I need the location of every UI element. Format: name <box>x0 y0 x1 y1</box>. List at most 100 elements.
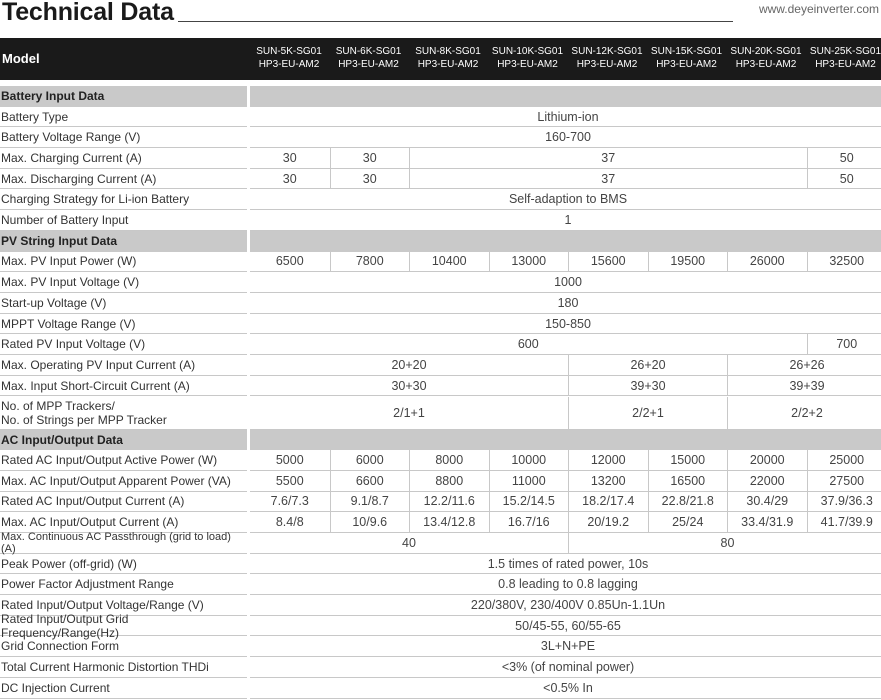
table-cell: 3L+N+PE <box>250 637 881 658</box>
row-values: 1 <box>250 210 881 231</box>
table-row: Rated Input/Output Grid Frequency/Range(… <box>0 612 881 640</box>
table-cell: Self-adaption to BMS <box>250 190 881 211</box>
section-header-row: AC Input/Output Data <box>0 429 881 451</box>
row-label: Max. PV Input Power (W) <box>0 252 247 273</box>
row-label: Max. Discharging Current (A) <box>0 169 247 190</box>
row-label: Max. Charging Current (A) <box>0 148 247 169</box>
table-row: Total Current Harmonic Distortion THDi <3… <box>0 657 881 678</box>
table-cell: 33.4/31.9 <box>727 512 807 533</box>
section-band <box>250 86 881 107</box>
table-cell: 37.9/36.3 <box>806 491 881 513</box>
row-label: Rated PV Input Voltage (V) <box>0 334 247 356</box>
table-row: Rated AC Input/Output Current (A) 7.6/7.3… <box>0 491 881 513</box>
table-cell: <3% (of nominal power) <box>250 657 881 678</box>
row-values: 20+20 26+20 26+26 <box>250 355 881 376</box>
table-cell: 20+20 <box>250 355 568 376</box>
table-cell: 220/380V, 230/400V 0.85Un-1.1Un <box>250 595 881 616</box>
model-variant-line: HP3-EU-AM2 <box>258 59 320 70</box>
table-cell: 30 <box>329 168 409 190</box>
table-cell: 11000 <box>488 470 568 492</box>
table-cell: 50 <box>806 168 881 190</box>
row-values: 220/380V, 230/400V 0.85Un-1.1Un <box>250 595 881 616</box>
row-label-line: No. of MPP Trackers/ <box>1 398 115 413</box>
table-row: Max. Charging Current (A) 30 30 37 50 <box>0 148 881 169</box>
model-variant-line: HP3-EU-AM2 <box>497 59 558 70</box>
row-label: Charging Strategy for Li-ion Battery <box>0 190 247 211</box>
row-values: 600 700 <box>250 334 881 356</box>
row-label: Power Factor Adjustment Range <box>0 574 247 596</box>
title-rule <box>178 21 733 22</box>
model-column-header: SUN-25K-SG01 HP3-EU-AM2 <box>806 45 881 71</box>
row-values: 160-700 <box>250 127 881 149</box>
model-column-header: SUN-6K-SG01 HP3-EU-AM2 <box>329 45 409 71</box>
row-values: 180 <box>250 293 881 314</box>
table-header: Model SUN-5K-SG01 HP3-EU-AM2 SUN-6K-SG01 HP… <box>0 38 881 80</box>
table-cell: 18.2/17.4 <box>568 491 648 513</box>
section-band <box>250 429 881 451</box>
table-row: MPPT Voltage Range (V) 150-850 <box>0 314 881 335</box>
website-url[interactable]: www.deyeinverter.com <box>758 2 879 16</box>
model-name-line: SUN-20K-SG01 <box>730 46 802 57</box>
table-cell: 10400 <box>409 251 489 273</box>
section-header-row: Battery Input Data <box>0 86 881 107</box>
table-row: Max. Input Short-Circuit Current (A) 30+3… <box>0 375 881 397</box>
row-label: Rated Input/Output Grid Frequency/Range(… <box>0 612 247 640</box>
table-cell: 16.7/16 <box>488 512 568 533</box>
table-cell: 20000 <box>727 450 807 471</box>
table-cell: 1 <box>250 210 881 231</box>
table-row: Rated Input/Output Voltage/Range (V) 220/… <box>0 595 881 616</box>
row-label: Max. Input Short-Circuit Current (A) <box>0 376 247 397</box>
table-row: Max. AC Input/Output Apparent Power (VA)… <box>0 470 881 492</box>
table-cell: 37 <box>409 148 807 169</box>
table-cell: <0.5% In <box>250 678 881 699</box>
row-label: Battery Type <box>0 107 247 128</box>
table-cell: 37 <box>409 168 807 190</box>
table-cell: 25/24 <box>647 512 727 533</box>
table-row: Battery Type Lithium-ion <box>0 107 881 128</box>
row-label: Number of Battery Input <box>0 210 247 231</box>
model-variant-line: HP3-EU-AM2 <box>815 59 876 70</box>
table-row: Peak Power (off-grid) (W) 1.5 times of ra… <box>0 554 881 575</box>
table-cell: 1.5 times of rated power, 10s <box>250 554 881 575</box>
table-row: No. of MPP Trackers/No. of Strings per M… <box>0 396 881 430</box>
model-name-line: SUN-8K-SG01 <box>415 46 481 57</box>
row-label: Total Current Harmonic Distortion THDi <box>0 657 247 678</box>
model-name-line: SUN-5K-SG01 <box>256 46 322 57</box>
row-label: Grid Connection Form <box>0 637 247 658</box>
table-cell: 8.4/8 <box>250 512 330 533</box>
table-cell: 6000 <box>329 450 409 471</box>
table-row: Rated PV Input Voltage (V) 600 700 <box>0 334 881 356</box>
table-cell: 5500 <box>250 471 330 492</box>
table-cell: 30 <box>250 148 330 169</box>
row-label: Max. Continuous AC Passthrough (grid to … <box>0 531 247 555</box>
row-values: <0.5% In <box>250 678 881 699</box>
table-row: Max. PV Input Voltage (V) 1000 <box>0 272 881 293</box>
row-label: Max. AC Input/Output Current (A) <box>0 512 247 533</box>
row-label: Max. AC Input/Output Apparent Power (VA) <box>0 471 247 492</box>
model-name-line: SUN-6K-SG01 <box>335 46 402 57</box>
table-row: Max. Discharging Current (A) 30 30 37 50 <box>0 168 881 190</box>
model-column-header: SUN-8K-SG01 HP3-EU-AM2 <box>408 45 488 71</box>
model-column-header: SUN-15K-SG01 HP3-EU-AM2 <box>647 45 727 71</box>
table-cell: 0.8 leading to 0.8 lagging <box>250 574 881 596</box>
model-header-label: Model <box>2 51 40 66</box>
table-cell: 13000 <box>488 251 568 273</box>
table-cell: 80 <box>568 533 881 554</box>
table-cell: 30 <box>250 169 330 190</box>
row-values: <3% (of nominal power) <box>250 657 881 678</box>
table-cell: 5000 <box>250 450 330 471</box>
table-cell: 26+20 <box>568 355 727 376</box>
row-values: 7.6/7.3 9.1/8.7 12.2/11.6 15.2/14.5 18.2/17.… <box>250 491 881 513</box>
row-values: 2/1+1 2/2+1 2/2+2 <box>250 396 881 430</box>
model-column-header: SUN-5K-SG01 HP3-EU-AM2 <box>249 45 329 71</box>
table-row: Max. Operating PV Input Current (A) 20+20… <box>0 355 881 376</box>
row-label: Max. Operating PV Input Current (A) <box>0 355 247 376</box>
row-label: Rated Input/Output Voltage/Range (V) <box>0 595 247 616</box>
table-cell: 2/1+1 <box>250 397 568 430</box>
table-cell: 8800 <box>409 470 489 492</box>
model-name-line: SUN-10K-SG01 <box>491 46 564 57</box>
row-values: 5500 6600 8800 11000 13200 16500 22000 27500 <box>250 470 881 492</box>
table-cell: 26000 <box>727 251 807 273</box>
page-title: Technical Data <box>2 0 174 26</box>
table-row: Grid Connection Form 3L+N+PE <box>0 637 881 658</box>
